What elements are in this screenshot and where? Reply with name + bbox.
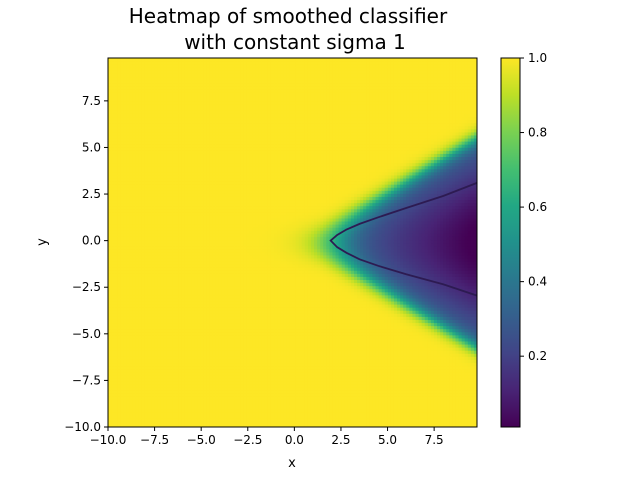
chart-title-line-2: with constant sigma 1 <box>184 30 406 54</box>
chart-title-line-1: Heatmap of smoothed classifier <box>129 4 448 28</box>
heatmap-cells <box>108 58 478 428</box>
plot-area <box>108 58 478 428</box>
